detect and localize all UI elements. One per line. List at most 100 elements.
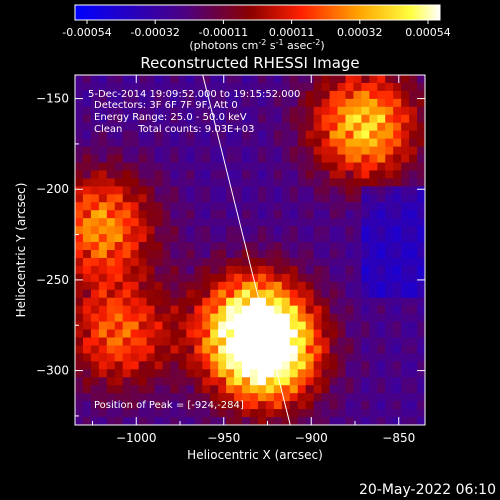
heatmap-cell (82, 75, 92, 84)
heatmap-cell (186, 138, 195, 148)
heatmap-cell (281, 329, 291, 338)
heatmap-cell (329, 122, 338, 132)
heatmap-cell (377, 82, 386, 92)
heatmap-cell (170, 234, 179, 243)
heatmap-cell (106, 146, 116, 156)
heatmap-cell (194, 281, 203, 291)
heatmap-cell (281, 289, 291, 299)
heatmap-cell (417, 122, 425, 132)
heatmap-cell (257, 289, 267, 299)
heatmap-cell (250, 273, 259, 283)
heatmap-cell (393, 369, 402, 378)
heatmap-cell (281, 162, 291, 171)
heatmap-cell (75, 242, 84, 251)
heatmap-cell (186, 178, 195, 187)
heatmap-cell (154, 90, 163, 100)
heatmap-cell (106, 305, 116, 315)
heatmap-cell (162, 313, 171, 323)
heatmap-cell (114, 369, 124, 378)
heatmap-cell (194, 369, 203, 378)
heatmap-cell (82, 417, 92, 425)
heatmap-cell (106, 329, 116, 338)
heatmap-cell (345, 385, 354, 394)
heatmap-cell (273, 146, 283, 156)
colorbar-tick-label: -0.00054 (62, 26, 111, 39)
heatmap-cell (257, 393, 267, 402)
heatmap-cell (353, 186, 362, 195)
heatmap-cell (202, 329, 211, 338)
heatmap-cell (82, 122, 92, 132)
heatmap-cell (194, 170, 203, 179)
heatmap-cell (178, 138, 187, 148)
heatmap-cell (210, 90, 219, 100)
heatmap-cell (82, 409, 92, 418)
heatmap-cell (417, 210, 425, 219)
heatmap-cell (401, 265, 410, 275)
heatmap-cell (337, 257, 346, 267)
heatmap-cell (401, 417, 410, 425)
heatmap-cell (401, 353, 410, 362)
heatmap-cell (122, 130, 132, 140)
heatmap-cell (265, 82, 275, 92)
heatmap-cell (305, 138, 315, 148)
heatmap-cell (361, 218, 370, 227)
heatmap-cell (281, 257, 291, 267)
heatmap-cell (114, 98, 124, 108)
heatmap-cell (345, 154, 354, 163)
heatmap-cell (385, 409, 394, 418)
heatmap-cell (202, 210, 211, 219)
heatmap-cell (417, 345, 425, 354)
heatmap-cell (297, 82, 307, 92)
heatmap-cell (265, 385, 275, 394)
heatmap-cell (218, 146, 227, 156)
heatmap-cell (114, 218, 124, 227)
heatmap-cell (345, 353, 354, 362)
heatmap-cell (130, 329, 140, 338)
heatmap-cell (242, 345, 251, 354)
heatmap-cell (265, 210, 275, 219)
heatmap-cell (98, 313, 108, 323)
y-tick-label: −200 (36, 182, 69, 196)
heatmap-cell (210, 401, 219, 410)
heatmap-cell (281, 265, 291, 275)
heatmap-cell (337, 401, 346, 410)
heatmap-cell (361, 297, 370, 307)
heatmap-cell (82, 82, 92, 92)
heatmap-cell (281, 369, 291, 378)
heatmap-cell (130, 409, 140, 418)
heatmap-cell (257, 281, 267, 291)
heatmap-cell (385, 194, 394, 203)
heatmap-cell (401, 218, 410, 227)
heatmap-cell (210, 138, 219, 148)
heatmap-cell (321, 82, 331, 92)
heatmap-cell (369, 385, 378, 394)
heatmap-cell (265, 297, 275, 307)
colorbar-tick-label: -0.00011 (199, 26, 248, 39)
heatmap-cell (194, 409, 203, 418)
heatmap-cell (130, 417, 140, 425)
heatmap-cell (369, 273, 378, 283)
heatmap-cell (242, 154, 251, 163)
heatmap-cell (313, 393, 323, 402)
heatmap-cell (138, 194, 148, 203)
heatmap-cell (162, 257, 171, 267)
heatmap-cell (289, 202, 299, 211)
heatmap-cell (401, 313, 410, 323)
heatmap-cell (321, 122, 331, 132)
heatmap-cell (170, 75, 179, 84)
heatmap-cell (130, 401, 140, 410)
heatmap-cell (329, 234, 338, 243)
heatmap-cell (75, 329, 84, 338)
heatmap-cell (289, 313, 299, 323)
heatmap-cell (130, 297, 140, 307)
heatmap-cell (257, 170, 267, 179)
heatmap-cell (409, 178, 418, 187)
heatmap-cell (313, 353, 323, 362)
heatmap-cell (273, 369, 283, 378)
heatmap-cell (321, 369, 331, 378)
heatmap-cell (194, 186, 203, 195)
heatmap-cell (226, 106, 235, 116)
heatmap-cell (146, 82, 156, 92)
heatmap-cell (98, 361, 108, 370)
heatmap-cell (130, 265, 140, 275)
